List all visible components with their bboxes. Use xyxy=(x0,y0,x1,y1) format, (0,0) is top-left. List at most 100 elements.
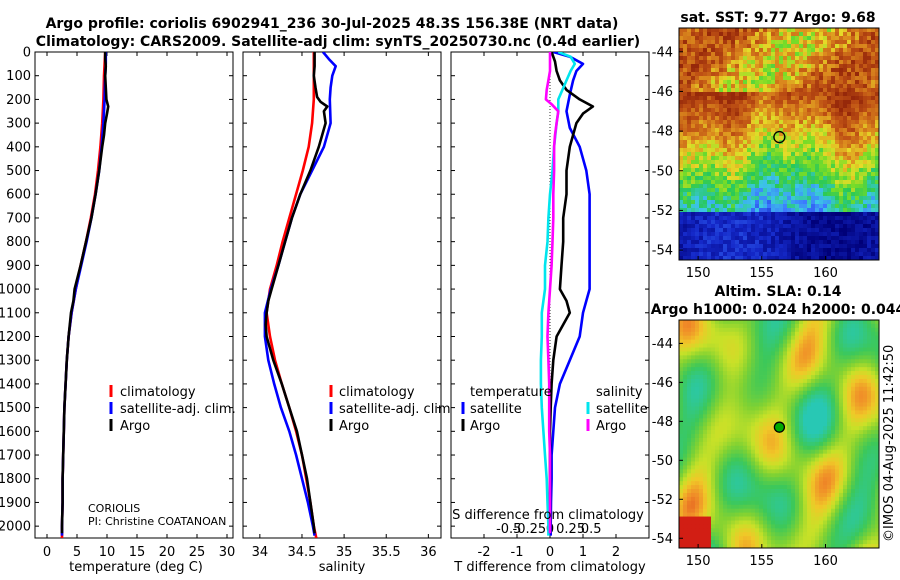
map-cell xyxy=(679,461,684,466)
map-cell xyxy=(855,248,860,253)
map-cell xyxy=(723,386,728,392)
y-tick-label: 1300 xyxy=(0,354,31,369)
map-cell xyxy=(751,347,756,352)
map-cell xyxy=(731,104,736,109)
map-cell xyxy=(827,156,832,161)
map-cell xyxy=(779,212,784,217)
map-cell xyxy=(683,327,688,333)
map-cell xyxy=(827,244,832,249)
map-cell xyxy=(755,410,760,415)
map-cell xyxy=(699,200,704,205)
map-cell xyxy=(791,386,796,392)
map-cell xyxy=(739,76,744,81)
map-cell xyxy=(711,184,716,189)
map-cell xyxy=(719,359,724,364)
map-cell xyxy=(723,96,728,101)
map-cell xyxy=(791,216,796,221)
map-cell xyxy=(711,148,716,153)
map-cell xyxy=(687,418,692,423)
map-cell xyxy=(835,116,840,121)
map-cell xyxy=(727,180,732,185)
map-cell xyxy=(811,252,816,257)
map-cell xyxy=(731,228,736,233)
map-cell xyxy=(819,88,824,93)
map-cell xyxy=(743,327,748,333)
map-cell xyxy=(679,112,684,117)
map-cell xyxy=(855,200,860,205)
map-cell xyxy=(755,244,760,249)
map-cell xyxy=(731,224,736,229)
map-cell xyxy=(783,116,788,121)
map-cell xyxy=(707,398,712,403)
map-cell xyxy=(855,244,860,249)
map-cell xyxy=(707,367,712,372)
sst-map-frame xyxy=(678,27,880,261)
map-cell xyxy=(747,386,752,392)
map-cell xyxy=(839,347,844,352)
map-cell xyxy=(871,36,876,41)
map-cell xyxy=(827,108,832,113)
map-cell xyxy=(715,244,720,249)
map-cell xyxy=(863,386,868,392)
map-cell xyxy=(723,252,728,257)
map-cell xyxy=(819,68,824,73)
map-cell xyxy=(795,441,800,447)
map-cell xyxy=(851,240,856,245)
map-cell xyxy=(787,410,792,415)
map-cell xyxy=(683,124,688,129)
map-cell xyxy=(695,410,700,415)
map-cell xyxy=(683,382,688,388)
sst-lat-axis: -44-46-48-50-52-54 xyxy=(652,45,683,259)
map-cell xyxy=(739,196,744,201)
map-cell xyxy=(803,196,808,201)
map-cell xyxy=(747,378,752,384)
map-cell xyxy=(751,363,756,368)
map-cell xyxy=(775,216,780,221)
map-cell xyxy=(867,382,872,388)
map-cell xyxy=(795,148,800,153)
map-cell xyxy=(863,422,868,427)
map-cell xyxy=(867,320,872,325)
map-cell xyxy=(699,164,704,169)
map-cell xyxy=(699,28,704,33)
map-cell xyxy=(863,48,868,53)
map-cell xyxy=(719,152,724,157)
map-cell xyxy=(723,128,728,133)
map-cell xyxy=(827,240,832,245)
y-tick-label: 300 xyxy=(6,117,31,132)
map-cell xyxy=(703,398,708,403)
map-cell xyxy=(771,256,776,261)
map-cell xyxy=(875,80,880,85)
map-cell xyxy=(811,453,816,458)
map-cell xyxy=(831,426,836,431)
map-cell xyxy=(727,192,732,197)
map-cell xyxy=(791,92,796,97)
map-cell xyxy=(747,244,752,249)
map-cell xyxy=(715,32,720,37)
map-cell xyxy=(871,48,876,53)
map-cell xyxy=(863,457,868,462)
map-cell xyxy=(843,248,848,253)
map-cell xyxy=(875,120,880,125)
map-cell xyxy=(855,378,860,384)
map-cell xyxy=(819,351,824,356)
map-cell xyxy=(847,339,852,344)
map-cell xyxy=(695,402,700,407)
map-cell xyxy=(819,180,824,185)
map-cell xyxy=(863,240,868,245)
map-cell xyxy=(839,56,844,61)
map-cell xyxy=(735,422,740,427)
map-cell xyxy=(839,204,844,209)
map-cell xyxy=(795,347,800,352)
map-cell xyxy=(755,136,760,141)
map-cell xyxy=(871,172,876,177)
map-cell xyxy=(683,144,688,149)
map-cell xyxy=(875,236,880,241)
map-cell xyxy=(687,180,692,185)
map-cell xyxy=(867,449,872,455)
map-cell xyxy=(835,402,840,407)
map-cell xyxy=(787,112,792,117)
map-cell xyxy=(699,176,704,181)
map-cell xyxy=(715,88,720,93)
map-cell xyxy=(799,224,804,229)
